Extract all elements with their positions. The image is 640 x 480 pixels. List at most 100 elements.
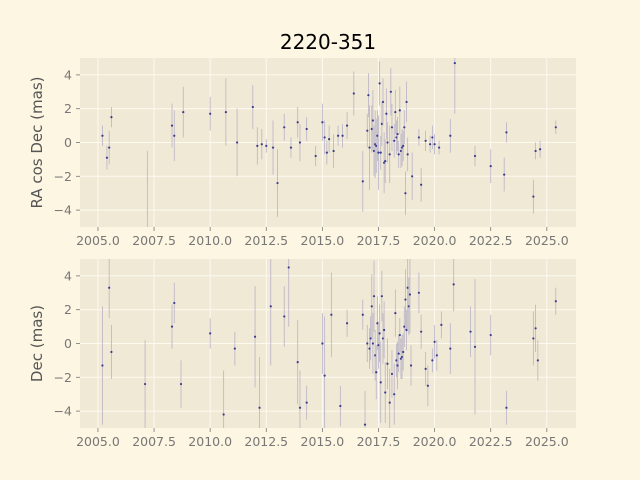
bottom-data-point bbox=[398, 333, 401, 337]
top-data-point bbox=[377, 151, 380, 154]
bottom-data-point bbox=[170, 325, 174, 328]
top-x-tick-label: 2022.5 bbox=[469, 233, 513, 248]
bottom-data-point bbox=[399, 357, 403, 360]
bottom-data-point bbox=[473, 345, 477, 348]
top-data-point bbox=[321, 121, 324, 124]
top-data-point bbox=[328, 138, 331, 141]
bottom-data-point bbox=[233, 347, 236, 350]
top-data-point bbox=[397, 153, 400, 156]
bottom-data-point bbox=[380, 295, 383, 298]
top-data-point bbox=[404, 192, 407, 195]
bottom-data-point bbox=[386, 362, 389, 365]
top-data-point bbox=[403, 126, 406, 129]
bottom-data-point bbox=[368, 347, 371, 350]
bottom-data-point bbox=[400, 355, 404, 359]
top-data-point bbox=[393, 139, 396, 142]
top-x-tick-label: 2005.0 bbox=[76, 233, 120, 248]
top-data-point bbox=[170, 124, 174, 127]
bottom-data-point bbox=[321, 342, 324, 345]
bottom-data-point bbox=[393, 393, 396, 396]
bottom-data-point bbox=[420, 330, 423, 333]
bottom-data-point bbox=[534, 327, 537, 330]
bottom-data-point bbox=[417, 291, 420, 294]
top-data-point bbox=[433, 143, 436, 146]
bottom-data-point bbox=[388, 401, 391, 404]
top-data-point bbox=[101, 134, 104, 137]
bottom-data-point bbox=[405, 328, 408, 332]
bottom-data-point bbox=[371, 342, 374, 345]
top-data-point bbox=[375, 144, 378, 147]
top-data-point bbox=[345, 124, 349, 127]
bottom-data-point bbox=[379, 381, 382, 384]
top-data-point bbox=[372, 149, 376, 153]
top-data-point bbox=[411, 175, 414, 178]
bottom-data-point bbox=[402, 350, 405, 354]
bottom-data-point bbox=[269, 305, 272, 308]
top-data-point bbox=[503, 173, 506, 176]
top-y-tick-label: 2 bbox=[64, 101, 72, 116]
top-data-point bbox=[489, 165, 492, 168]
top-data-point bbox=[289, 146, 293, 149]
top-data-point bbox=[429, 143, 432, 146]
bottom-data-point bbox=[452, 283, 455, 286]
bottom-data-point bbox=[394, 311, 397, 315]
top-data-point bbox=[271, 146, 275, 149]
top-y-tick-label: −4 bbox=[54, 203, 72, 218]
bottom-data-point bbox=[323, 374, 326, 377]
top-data-point bbox=[298, 141, 302, 144]
bottom-data-point bbox=[378, 332, 381, 335]
bottom-data-point bbox=[536, 359, 539, 362]
top-data-point bbox=[371, 119, 374, 122]
bottom-data-point bbox=[369, 337, 372, 340]
bottom-y-tick-label: 4 bbox=[64, 268, 72, 283]
top-data-point bbox=[417, 136, 420, 139]
top-data-point bbox=[532, 195, 535, 198]
top-x-tick-label: 2020.0 bbox=[413, 233, 457, 248]
bottom-data-point bbox=[345, 322, 349, 325]
top-panel: 2005.0 2007.5 2010.0 2012.5 2015.0 2017.5 2020… bbox=[28, 58, 576, 248]
bottom-data-point bbox=[424, 367, 427, 370]
top-data-point bbox=[105, 156, 109, 159]
bottom-data-point bbox=[108, 286, 111, 289]
top-data-point bbox=[236, 141, 239, 144]
top-data-point bbox=[384, 159, 387, 163]
bottom-data-point bbox=[440, 323, 443, 327]
top-data-point bbox=[395, 136, 398, 139]
top-data-point bbox=[402, 144, 405, 147]
top-data-point bbox=[449, 134, 452, 137]
top-data-point bbox=[173, 134, 176, 137]
bottom-x-tick-label: 2017.5 bbox=[357, 434, 401, 449]
bottom-data-point bbox=[370, 305, 373, 308]
top-data-point bbox=[406, 153, 409, 156]
top-data-point bbox=[323, 136, 326, 139]
bottom-data-point bbox=[363, 423, 367, 426]
bottom-x-tick-label: 2010.0 bbox=[188, 434, 232, 449]
top-data-point bbox=[398, 109, 401, 112]
bottom-data-point bbox=[396, 364, 399, 367]
bottom-x-tick-label: 2012.5 bbox=[244, 434, 288, 449]
bottom-data-point bbox=[339, 404, 342, 408]
top-data-point bbox=[386, 141, 389, 144]
bottom-data-point bbox=[361, 313, 364, 316]
bottom-data-point bbox=[407, 305, 410, 308]
top-data-point bbox=[437, 146, 441, 149]
top-data-point bbox=[424, 139, 427, 142]
bottom-data-point bbox=[258, 406, 261, 409]
top-data-point bbox=[314, 154, 317, 158]
bottom-x-tick-label: 2020.0 bbox=[413, 434, 457, 449]
top-y-tick-label: −2 bbox=[54, 169, 72, 184]
bottom-data-point bbox=[110, 350, 113, 354]
bottom-data-point bbox=[287, 266, 290, 269]
top-data-point bbox=[378, 82, 381, 85]
top-data-point bbox=[538, 148, 542, 151]
top-data-point bbox=[534, 149, 537, 153]
bottom-y-tick-label: 0 bbox=[64, 336, 72, 351]
top-data-point bbox=[336, 134, 340, 137]
bottom-y-tick-label: −4 bbox=[54, 404, 72, 419]
bottom-data-point bbox=[489, 333, 492, 337]
top-data-point bbox=[385, 112, 388, 115]
bottom-data-point bbox=[383, 328, 386, 332]
top-data-point bbox=[366, 129, 369, 132]
bottom-data-point bbox=[408, 293, 412, 296]
